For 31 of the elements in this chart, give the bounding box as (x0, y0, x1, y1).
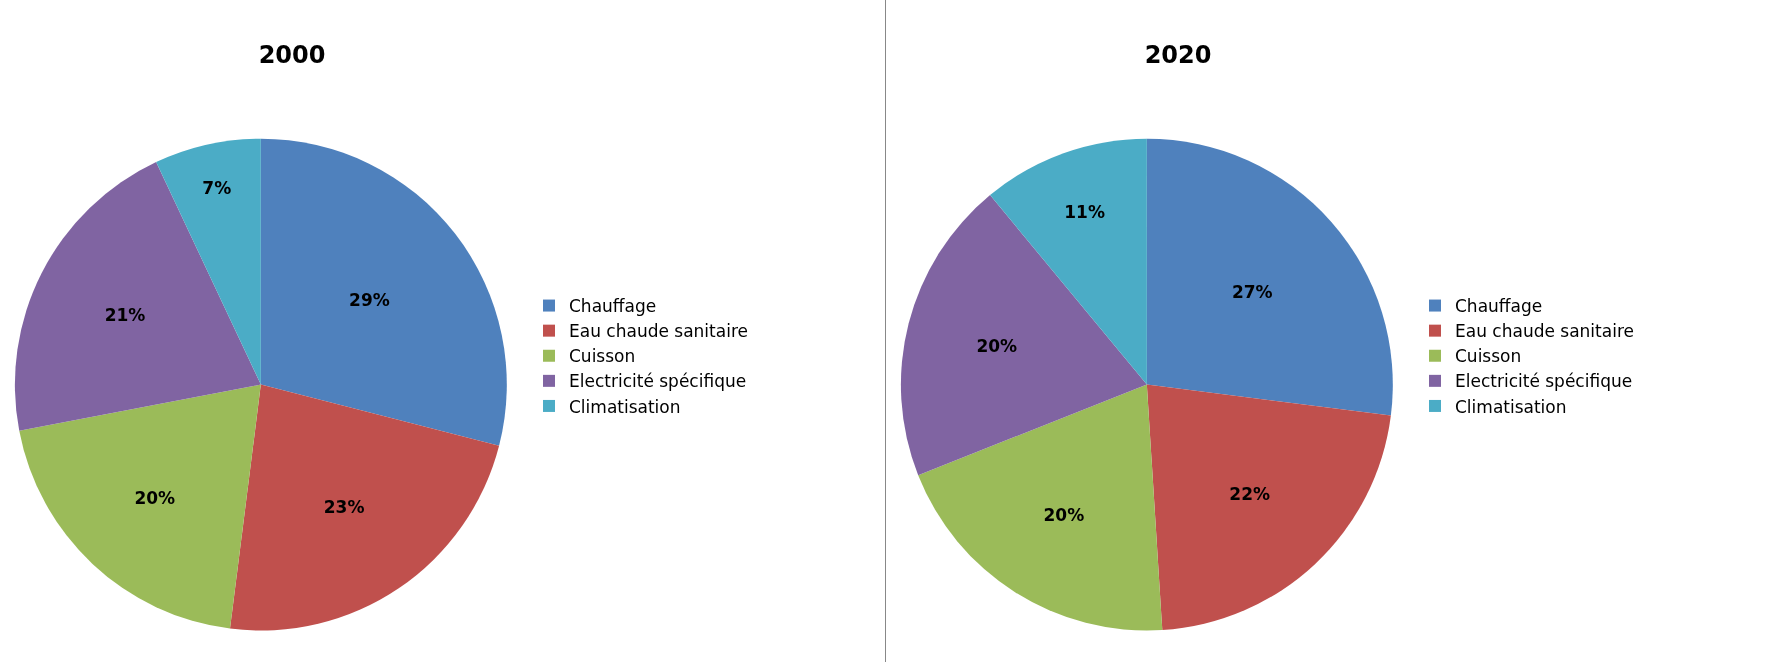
pie-slice (156, 138, 261, 385)
legend-label: Chauffage (1455, 296, 1543, 317)
legend-label: Cuisson (569, 346, 636, 367)
pie-slice (900, 195, 1147, 476)
pie-slice (918, 384, 1163, 631)
legend-label: Electricité spécifique (569, 371, 747, 392)
pie-slice (260, 138, 507, 446)
data-label: 21% (104, 305, 146, 326)
chart-title: 2020 (1144, 41, 1212, 70)
data-label: 23% (323, 497, 365, 518)
legend-label: Chauffage (569, 296, 657, 317)
data-label: 29% (349, 290, 390, 311)
pie-slice (1146, 384, 1391, 631)
chart-title: 2000 (258, 41, 326, 70)
legend-label: Climatisation (1455, 396, 1567, 417)
legend-label: Eau chaude sanitaire (569, 321, 748, 342)
legend-label: Cuisson (1455, 346, 1522, 367)
pie-slice (15, 162, 261, 431)
data-label: 22% (1229, 484, 1271, 505)
legend-label: Climatisation (569, 396, 681, 417)
pie-slice (19, 384, 261, 629)
data-label: 11% (1064, 201, 1105, 222)
data-label: 7% (202, 177, 232, 198)
data-label: 27% (1231, 281, 1273, 302)
data-label: 20% (1043, 505, 1085, 526)
data-label: 20% (976, 336, 1018, 357)
legend-label: Electricité spécifique (1455, 371, 1633, 392)
data-label: 20% (134, 487, 176, 508)
pie-slice (230, 384, 500, 631)
pie-slice (1146, 138, 1393, 416)
legend-label: Eau chaude sanitaire (1455, 321, 1634, 342)
